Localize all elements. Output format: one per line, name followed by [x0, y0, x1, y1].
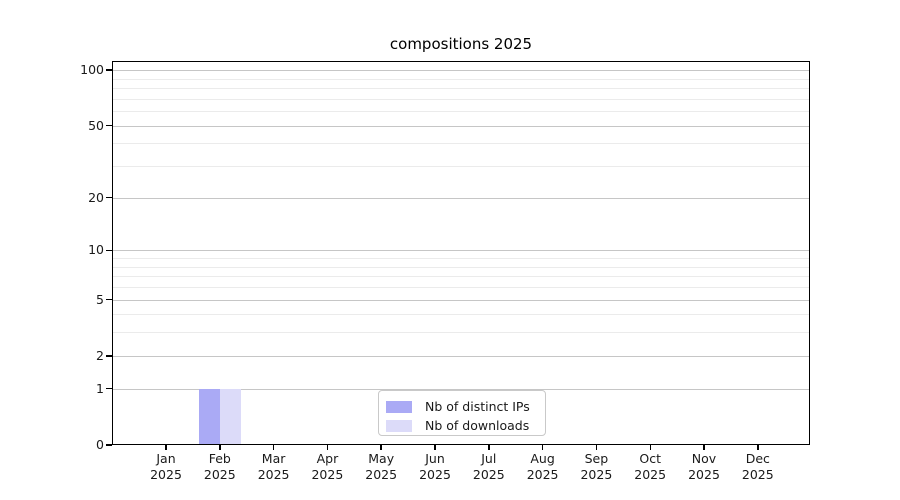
x-tick-label-sep: Sep 2025 [580, 451, 613, 482]
y-tick-mark-50 [106, 124, 112, 127]
x-tick-label-jun: Jun 2025 [419, 451, 451, 482]
minor-gridline-70 [112, 98, 810, 100]
x-tick-label-oct: Oct 2025 [634, 451, 667, 482]
minor-gridline-30 [112, 166, 810, 168]
x-tick-mark-mar [272, 445, 275, 450]
legend-swatch-distinct-ips-icon [386, 400, 412, 413]
x-tick-mark-jul [488, 445, 490, 450]
legend-label-distinct-ips: Nb of distinct IPs [425, 399, 530, 414]
x-tick-label-mar: Mar 2025 [257, 451, 290, 482]
chart-title: compositions 2025 [389, 35, 533, 53]
x-tick-label-jan: Jan 2025 [150, 451, 182, 482]
x-tick-mark-may [380, 445, 382, 450]
minor-gridline-40 [112, 143, 810, 145]
x-tick-label-nov: Nov 2025 [688, 451, 720, 482]
legend-item-downloads: Nb of downloads [379, 416, 545, 435]
minor-gridline-60 [112, 111, 810, 113]
minor-gridline-8 [112, 266, 810, 268]
y-tick-label-0: 0 [96, 437, 104, 452]
y-tick-mark-10 [106, 249, 112, 251]
minor-gridline-90 [112, 78, 810, 80]
x-tick-label-jul: Jul 2025 [472, 451, 505, 482]
axes-spines [112, 61, 810, 445]
legend-item-distinct-ips: Nb of distinct IPs [379, 397, 545, 416]
y-tick-mark-20 [106, 196, 112, 199]
y-tick-mark-1 [106, 387, 112, 390]
y-tick-label-10: 10 [88, 242, 104, 258]
bar-nb-of-downloads-feb [219, 388, 241, 445]
minor-gridline-4 [112, 314, 810, 316]
major-gridline-2 [112, 355, 810, 357]
x-tick-label-apr: Apr 2025 [311, 451, 344, 482]
y-tick-label-100: 100 [80, 62, 104, 78]
bar-nb-of-distinct-ips-feb [198, 388, 220, 445]
major-gridline-1 [112, 388, 810, 390]
x-tick-label-feb: Feb 2025 [203, 451, 236, 482]
minor-gridline-6 [112, 286, 810, 288]
minor-gridline-80 [112, 88, 810, 89]
y-tick-label-1: 1 [96, 380, 104, 396]
y-tick-mark-100 [106, 69, 112, 71]
y-tick-label-20: 20 [88, 189, 104, 205]
plot-area: Nb of distinct IPs Nb of downloads [112, 61, 810, 445]
x-tick-mark-oct [649, 445, 651, 450]
x-tick-mark-feb [219, 445, 221, 450]
y-tick-mark-2 [106, 355, 112, 357]
y-tick-label-5: 5 [96, 291, 104, 307]
major-gridline-20 [112, 197, 810, 199]
x-tick-label-aug: Aug 2025 [526, 451, 559, 482]
minor-gridline-7 [112, 276, 810, 278]
x-tick-mark-aug [541, 445, 544, 450]
x-tick-mark-apr [326, 445, 329, 450]
y-tick-mark-0 [106, 444, 112, 446]
legend-label-downloads: Nb of downloads [425, 418, 530, 433]
x-tick-label-dec: Dec 2025 [741, 451, 774, 482]
major-gridline-50 [112, 125, 810, 127]
y-tick-label-50: 50 [88, 117, 104, 133]
legend: Nb of distinct IPs Nb of downloads [378, 390, 546, 436]
y-tick-label-2: 2 [96, 347, 104, 363]
x-tick-mark-jun [434, 445, 436, 450]
x-tick-mark-sep [595, 445, 598, 450]
major-gridline-5 [112, 299, 810, 301]
legend-swatch-downloads-icon [386, 419, 412, 432]
minor-gridline-9 [112, 258, 810, 259]
x-tick-mark-nov [703, 445, 705, 450]
major-gridline-100 [112, 70, 810, 72]
y-tick-mark-5 [106, 298, 112, 301]
x-tick-mark-jan [165, 445, 167, 450]
major-gridline-10 [112, 250, 810, 252]
x-tick-label-may: May 2025 [365, 451, 398, 482]
x-tick-mark-dec [757, 445, 759, 450]
minor-gridline-3 [112, 332, 810, 334]
